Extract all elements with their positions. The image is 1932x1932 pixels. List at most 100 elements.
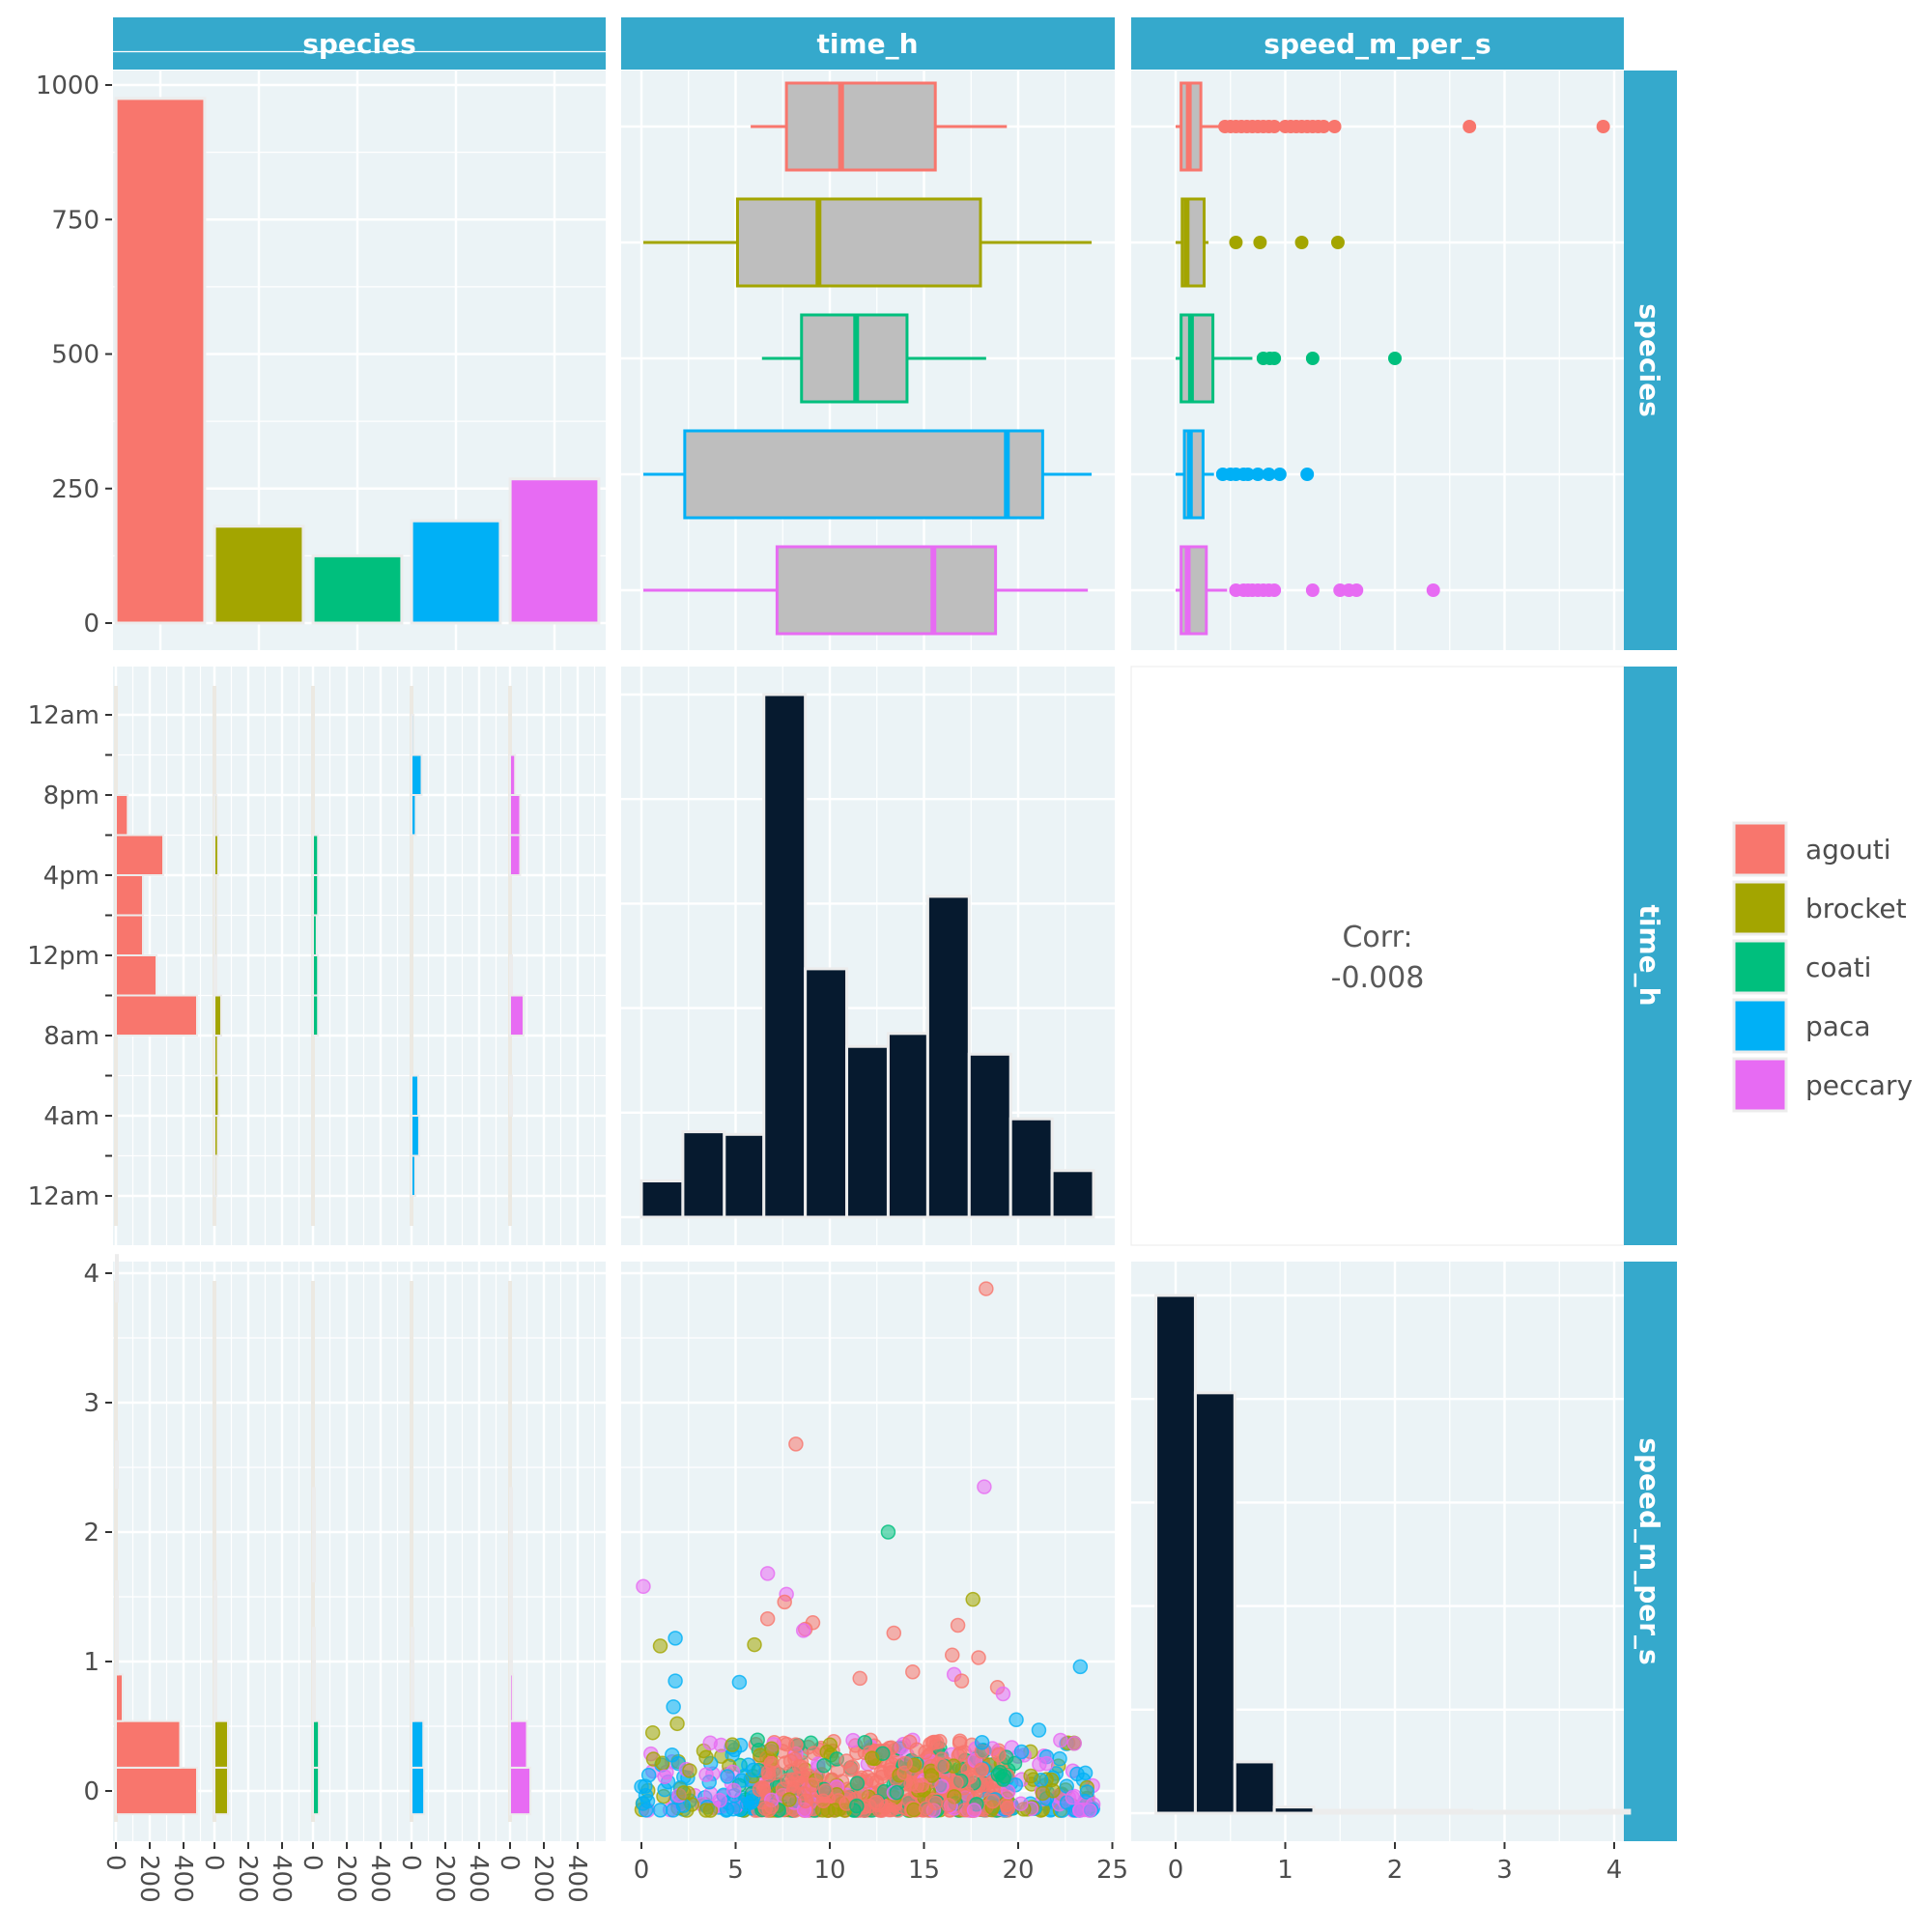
scatter-point-brocket [724,1737,740,1752]
strip-col-time-label: time_h [816,28,918,60]
legend-label-coati: coati [1805,952,1871,983]
facet-hist-paca [410,1281,426,1822]
scatter-point-peccary [977,1479,992,1494]
gridlines [621,667,1115,1245]
facet-bar [411,794,417,837]
legend-key-paca [1732,998,1788,1054]
scatter-point-agouti [953,1673,970,1689]
x-tick-label: 15 [908,1856,940,1885]
scatter-point-agouti [979,1281,994,1296]
x-tick-label: 400 [464,1855,493,1903]
facet-bar [312,914,318,956]
scatter-point-agouti [914,1777,930,1793]
x-tick-label: 0 [396,1855,425,1871]
legend: agouti brocket coati paca peccary [1732,821,1913,1113]
corr-label: Corr: [1342,921,1412,954]
scatter-point-paca [666,1803,681,1818]
outlier-point [1327,120,1342,133]
hist-bar [639,1179,685,1219]
y-tick-label: 250 [51,475,99,504]
facet-bar [509,1533,513,1582]
strip-col-speed-label: speed_m_per_s [1264,28,1491,60]
facet-bar [312,834,320,876]
facet-bar [509,1627,513,1676]
bar-peccary [508,477,601,625]
x-tick-label: 4 [1606,1856,1623,1885]
scatter-point-coati [880,1524,896,1540]
outlier-point [1305,583,1320,597]
box-coati [761,313,986,404]
y-tick-label: 12pm [27,942,99,971]
box-iqr [1179,313,1215,404]
scatter-point-peccary [698,1767,714,1782]
box-brocket [642,197,1093,288]
hist-bar [925,895,971,1219]
box-agouti [751,81,1008,172]
axes: 0250500750100012am4am8am12pm4pm8pm12am01… [27,71,1622,1903]
row-strips: species time_h speed_m_per_s [1624,71,1677,1841]
scatter-point-agouti [945,1647,960,1663]
scatter-point-paca [1031,1722,1047,1738]
scatter-point-agouti [999,1797,1014,1813]
scatter-point-agouti [952,1733,968,1749]
scatter-point-paca [668,1631,683,1646]
hist-bar [1431,1808,1473,1815]
scatter-point-agouti [865,1773,880,1788]
box-agouti [1176,81,1610,172]
scatter-point-paca [1009,1712,1024,1728]
scatter-point-paca [739,1796,755,1812]
y-tick-label: 12am [28,1182,99,1211]
scatter-point-agouti [867,1795,883,1811]
scatter-point-agouti [790,1771,806,1786]
scatter-point-agouti [897,1755,913,1772]
facet-bar [312,1627,316,1676]
outlier-point [1251,468,1265,481]
x-tick-label: 200 [134,1855,163,1903]
scatter-point-paca [666,1699,681,1715]
hist-bar [1233,1760,1276,1815]
y-tick-label: 12am [28,701,99,730]
facet-bar [411,1074,419,1117]
scatter-point-coati [750,1732,765,1747]
outlier-point [1300,468,1315,481]
x-tick-label: 200 [528,1855,557,1903]
facet-bar [312,1533,316,1582]
facet-bar [509,1579,513,1630]
facet-bar [213,1579,217,1630]
scatter-point-peccary [795,1623,811,1638]
box-peccary [642,545,1089,636]
scatter-point-brocket [1035,1785,1051,1802]
outlier-point [1262,468,1276,481]
strip-row-speed [1624,1262,1677,1841]
facet-bar [213,1673,217,1722]
scatter-point-agouti [905,1663,921,1680]
legend-key-brocket [1732,880,1788,936]
hist-bar [1469,1809,1513,1815]
scatter-point-agouti [763,1755,780,1772]
scatter-point-peccary [1013,1796,1029,1811]
box-iqr [775,545,998,636]
facet-bar [115,1627,119,1676]
scatter-point-paca [1013,1744,1030,1760]
x-tick-label: 5 [727,1856,744,1885]
scatter-point-brocket [698,1749,714,1766]
outlier-point [1294,236,1309,249]
y-tick-label: 4am [43,1102,99,1131]
facet-bar [213,1154,218,1197]
strip-col-species-label: species [302,28,416,60]
y-tick-label: 4 [83,1260,99,1289]
outlier-point [1267,583,1282,597]
facet-hist-paca [410,686,423,1226]
x-tick-label: 400 [562,1855,591,1903]
facet-bar [115,834,164,876]
outlier-point [1240,468,1255,481]
scatter-point-agouti [777,1594,792,1610]
strip-row-time-label: time_h [1634,904,1665,1006]
corr-panel: Corr: -0.008 [1331,921,1425,995]
legend-label-brocket: brocket [1805,893,1907,924]
outlier-point [1253,236,1267,249]
scatter-point-paca [1079,1784,1095,1800]
outlier-point [1229,236,1243,249]
scatter-point-paca [668,1673,683,1689]
facet-bar [312,994,320,1037]
